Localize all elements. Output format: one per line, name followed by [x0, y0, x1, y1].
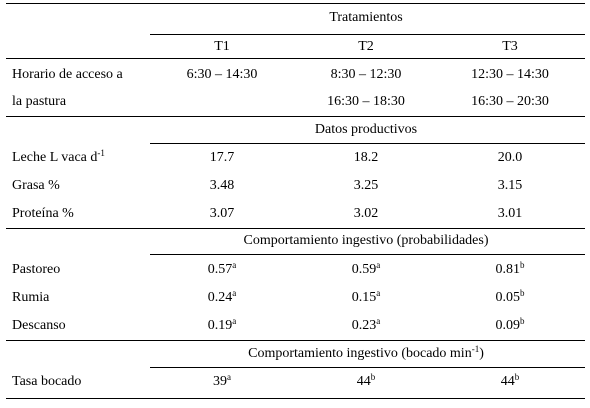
milk-t3: 20.0 [497, 150, 523, 165]
grazing-t1: 0.57a [207, 260, 237, 278]
access-t1: 6:30 – 14:30 [186, 67, 258, 82]
protein-t3: 3.01 [497, 206, 523, 221]
access-t3-line2: 16:30 – 20:30 [471, 94, 549, 109]
access-t2-line1: 8:30 – 12:30 [330, 67, 402, 82]
bottom-rule [6, 398, 585, 399]
bite-rate-t2: 44b [356, 372, 376, 390]
bite-rate-label: Tasa bocado [12, 374, 82, 389]
access-label-line1: Horario de acceso a [12, 67, 123, 82]
access-t3-line1: 12:30 – 14:30 [471, 67, 549, 82]
productive-title-underline [150, 143, 585, 144]
header-bottom-rule [6, 58, 585, 59]
productive-title: Datos productivos [314, 122, 418, 137]
rumination-t2: 0.15a [351, 288, 381, 306]
rumination-t1: 0.24a [207, 288, 237, 306]
behavior-bite-title-underline [150, 367, 585, 368]
grazing-t3: 0.81b [495, 260, 525, 278]
milk-label: Leche L vaca d-1 [12, 148, 105, 166]
protein-t2: 3.02 [353, 206, 379, 221]
grazing-t2: 0.59a [351, 260, 381, 278]
grazing-label: Pastoreo [12, 262, 61, 277]
fat-t3: 3.15 [497, 178, 523, 193]
treatments-title: Tratamientos [329, 10, 403, 25]
behavior-bite-top-rule [6, 340, 585, 341]
rest-t1: 0.19a [207, 316, 237, 334]
rumination-t3: 0.05b [495, 288, 525, 306]
milk-t1: 17.7 [209, 150, 235, 165]
behavior-prob-top-rule [6, 228, 585, 229]
column-header-t2: T2 [358, 39, 374, 54]
rumination-label: Rumia [12, 290, 50, 305]
rest-t2: 0.23a [351, 316, 381, 334]
bite-rate-t3: 44b [500, 372, 520, 390]
rest-label: Descanso [12, 318, 66, 333]
protein-t1: 3.07 [209, 206, 235, 221]
top-rule [6, 3, 585, 4]
access-label-line2: la pastura [12, 94, 67, 109]
behavior-prob-title: Comportamiento ingestivo (probabilidades… [243, 233, 489, 248]
bite-rate-t1: 39a [213, 372, 231, 390]
column-header-t3: T3 [502, 39, 518, 54]
column-header-t1: T1 [214, 39, 230, 54]
milk-t2: 18.2 [353, 150, 379, 165]
protein-label: Proteína % [12, 206, 74, 221]
fat-t2: 3.25 [353, 178, 379, 193]
productive-top-rule [6, 116, 585, 117]
fat-label: Grasa % [12, 178, 60, 193]
behavior-bite-title: Comportamiento ingestivo (bocado min-1) [248, 344, 484, 362]
fat-t1: 3.48 [209, 178, 235, 193]
access-t2-line2: 16:30 – 18:30 [327, 94, 405, 109]
treatments-underline [150, 34, 585, 35]
behavior-prob-title-underline [150, 254, 585, 255]
rest-t3: 0.09b [495, 316, 525, 334]
